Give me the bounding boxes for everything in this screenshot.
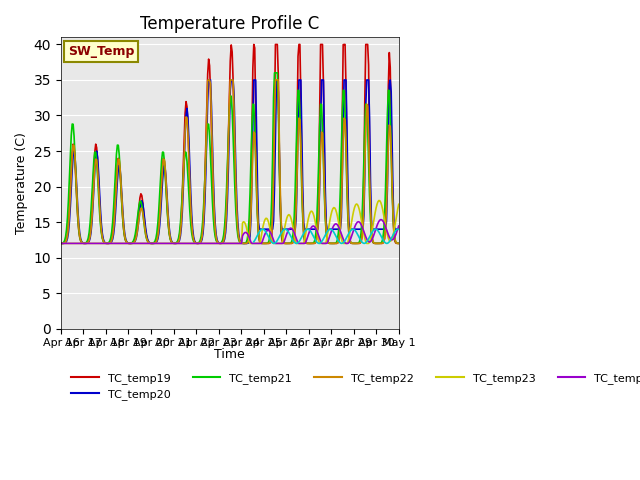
- TC_temp23: [57, 240, 65, 246]
- TC_temp19: [378, 240, 385, 246]
- Line: TC_temp23: TC_temp23: [61, 201, 399, 243]
- TC_temp24: [99, 240, 106, 246]
- TC_temp20: [169, 240, 177, 246]
- TC_temp21: [99, 236, 106, 241]
- Line: TC_temp20: TC_temp20: [61, 80, 399, 243]
- X-axis label: Time: Time: [214, 348, 245, 361]
- TC_temp24: [205, 240, 212, 246]
- Title: Temperature Profile C: Temperature Profile C: [140, 15, 319, 33]
- TC_temp19: [250, 42, 258, 48]
- TC_temp22: [57, 240, 65, 246]
- TC_temp24: [377, 216, 385, 222]
- Text: SW_Temp: SW_Temp: [68, 45, 134, 58]
- TC_temp23: [205, 240, 212, 246]
- TC_temp19: [175, 238, 182, 244]
- TC_temp21: [395, 240, 403, 246]
- TC_temp19: [169, 240, 177, 246]
- TC_temp24: [175, 240, 182, 246]
- TC_temp23: [175, 240, 182, 246]
- Y-axis label: Temperature (C): Temperature (C): [15, 132, 28, 234]
- TC_temp21: [175, 235, 182, 241]
- TC_temp24: [395, 223, 403, 229]
- TC_temp22: [157, 181, 165, 187]
- TC_temp20: [99, 230, 106, 236]
- TC_temp21: [157, 158, 165, 164]
- TC_temp22: [205, 77, 212, 83]
- TC_temp23: [395, 202, 403, 207]
- TC_temp19: [57, 240, 65, 246]
- TC_temp20: [377, 226, 385, 232]
- TC_temp21: [378, 240, 385, 245]
- TC_temp23: [375, 198, 383, 204]
- TC_temp20: [395, 226, 403, 232]
- TC_temp19: [205, 56, 212, 62]
- TC_temp22: [395, 240, 403, 246]
- Legend: TC_temp19, TC_temp20, TC_temp21, TC_temp22, TC_temp23, TC_temp24, TC_temp25: TC_temp19, TC_temp20, TC_temp21, TC_temp…: [67, 369, 640, 405]
- TC_temp22: [99, 234, 106, 240]
- TC_temp20: [205, 77, 213, 83]
- TC_temp23: [169, 240, 177, 246]
- TC_temp25: [395, 227, 403, 232]
- TC_temp24: [169, 240, 177, 246]
- TC_temp20: [157, 194, 165, 200]
- TC_temp22: [378, 240, 385, 246]
- TC_temp19: [395, 240, 403, 246]
- TC_temp19: [99, 234, 106, 240]
- TC_temp24: [376, 217, 384, 223]
- TC_temp22: [175, 239, 182, 244]
- TC_temp24: [157, 240, 165, 246]
- Line: TC_temp25: TC_temp25: [254, 229, 399, 243]
- TC_temp23: [99, 240, 106, 246]
- Line: TC_temp21: TC_temp21: [61, 73, 399, 243]
- TC_temp24: [57, 240, 65, 246]
- TC_temp20: [205, 77, 212, 83]
- TC_temp23: [377, 200, 385, 205]
- TC_temp21: [328, 240, 336, 246]
- TC_temp21: [169, 240, 177, 246]
- TC_temp22: [329, 240, 337, 246]
- TC_temp20: [175, 240, 182, 245]
- Line: TC_temp24: TC_temp24: [61, 219, 399, 243]
- TC_temp19: [261, 240, 269, 246]
- Line: TC_temp19: TC_temp19: [61, 45, 399, 243]
- TC_temp23: [157, 240, 165, 246]
- Line: TC_temp22: TC_temp22: [61, 80, 399, 243]
- TC_temp20: [57, 240, 65, 246]
- TC_temp25: [376, 231, 384, 237]
- TC_temp22: [205, 77, 213, 83]
- TC_temp21: [205, 121, 212, 127]
- TC_temp19: [157, 177, 165, 182]
- TC_temp21: [57, 240, 65, 246]
- TC_temp22: [169, 240, 177, 246]
- TC_temp21: [271, 70, 278, 76]
